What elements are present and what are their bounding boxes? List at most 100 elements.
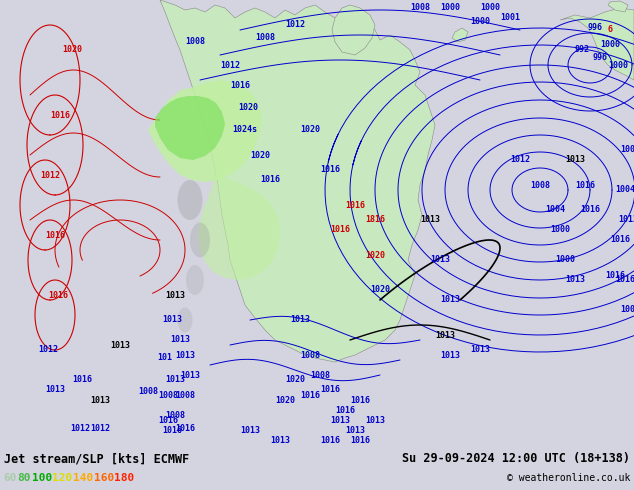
Text: 1016: 1016 [575,180,595,190]
Polygon shape [198,175,280,280]
Text: 1008: 1008 [620,146,634,154]
Text: 1013: 1013 [90,395,110,405]
Polygon shape [452,28,468,42]
Text: 1013: 1013 [618,216,634,224]
Text: 1020: 1020 [275,395,295,405]
Text: 1008: 1008 [410,3,430,13]
Text: 996: 996 [593,53,607,63]
Ellipse shape [178,180,202,220]
Text: 1016: 1016 [162,425,182,435]
Text: 1013: 1013 [440,350,460,360]
Polygon shape [332,5,375,55]
Text: 180: 180 [114,473,134,483]
Text: 1016: 1016 [350,436,370,444]
Text: 1000: 1000 [608,60,628,70]
Text: 1016: 1016 [615,275,634,285]
Text: 1012: 1012 [285,21,305,29]
Text: 1013: 1013 [240,425,260,435]
Text: 120: 120 [53,473,73,483]
Text: 1000: 1000 [470,18,490,26]
Text: 1020: 1020 [365,250,385,260]
Text: 1016: 1016 [50,111,70,120]
Text: 1016: 1016 [335,406,355,415]
Text: 1013: 1013 [270,436,290,444]
Text: © weatheronline.co.uk: © weatheronline.co.uk [507,473,630,483]
Text: 1013: 1013 [162,316,182,324]
Text: 1001: 1001 [500,14,520,23]
Text: 1013: 1013 [420,216,440,224]
Text: 140: 140 [73,473,93,483]
Text: 1012: 1012 [510,155,530,165]
Text: 1008: 1008 [165,411,185,419]
Text: 1016: 1016 [320,166,340,174]
Text: 1016: 1016 [345,200,365,210]
Text: 1000: 1000 [550,225,570,235]
Text: 1016: 1016 [320,436,340,444]
Text: 1000: 1000 [440,3,460,13]
Text: 1013: 1013 [565,155,585,165]
Text: 160: 160 [94,473,114,483]
Text: 1016: 1016 [230,80,250,90]
Text: 1013: 1013 [45,386,65,394]
Text: 992: 992 [574,46,590,54]
Text: 1016: 1016 [580,205,600,215]
Text: 1012: 1012 [220,60,240,70]
Text: 1016: 1016 [48,291,68,299]
Text: 1016: 1016 [260,175,280,185]
Text: 1000: 1000 [600,41,620,49]
Text: 1013: 1013 [435,330,455,340]
Text: 1013: 1013 [110,341,130,349]
Text: 1016: 1016 [45,230,65,240]
Text: 1004: 1004 [615,186,634,195]
Text: 1016: 1016 [175,423,195,433]
Text: 1013: 1013 [565,275,585,285]
Text: 1008: 1008 [255,33,275,43]
Text: 1008: 1008 [620,305,634,315]
Text: 1004: 1004 [545,205,565,215]
Text: 1012: 1012 [70,423,90,433]
Text: 1012: 1012 [90,423,110,433]
Text: 1020: 1020 [250,150,270,160]
Text: Su 29-09-2024 12:00 UTC (18+138): Su 29-09-2024 12:00 UTC (18+138) [402,452,630,465]
Text: 1013: 1013 [430,255,450,265]
Text: 1012: 1012 [40,171,60,179]
Polygon shape [155,96,225,160]
Text: 1016: 1016 [320,386,340,394]
Text: 1024s: 1024s [233,125,257,134]
Text: 1000: 1000 [555,255,575,265]
Ellipse shape [190,222,210,258]
Text: 1013: 1013 [165,375,185,385]
Ellipse shape [186,265,204,295]
Text: 60: 60 [3,473,16,483]
Text: 80: 80 [17,473,31,483]
Text: 1008: 1008 [138,388,158,396]
Text: 1016: 1016 [300,391,320,399]
Text: 1013: 1013 [365,416,385,424]
Text: 1008: 1008 [310,370,330,379]
Text: 1016: 1016 [605,270,625,279]
Text: 1012: 1012 [38,345,58,354]
Text: 1013: 1013 [165,291,185,299]
Text: 1013: 1013 [180,370,200,379]
Text: 1013: 1013 [170,336,190,344]
Ellipse shape [178,308,193,333]
Text: 1020: 1020 [285,375,305,385]
Text: 1013: 1013 [290,316,310,324]
Text: 1016: 1016 [610,236,630,245]
Text: 101: 101 [157,353,172,363]
Text: 6: 6 [607,25,612,34]
Text: 1000: 1000 [480,3,500,13]
Polygon shape [148,80,262,182]
Text: 1020: 1020 [62,46,82,54]
Text: 1020: 1020 [300,125,320,134]
Text: 1016: 1016 [158,416,178,424]
Text: 996: 996 [588,24,602,32]
Text: 1008: 1008 [175,391,195,399]
Polygon shape [608,1,628,12]
Text: 1013: 1013 [470,345,490,354]
Text: 1008: 1008 [300,350,320,360]
Text: 1816: 1816 [365,216,385,224]
Text: 1008: 1008 [530,180,550,190]
Text: Jet stream/SLP [kts] ECMWF: Jet stream/SLP [kts] ECMWF [4,452,190,465]
Text: 1016: 1016 [330,225,350,235]
